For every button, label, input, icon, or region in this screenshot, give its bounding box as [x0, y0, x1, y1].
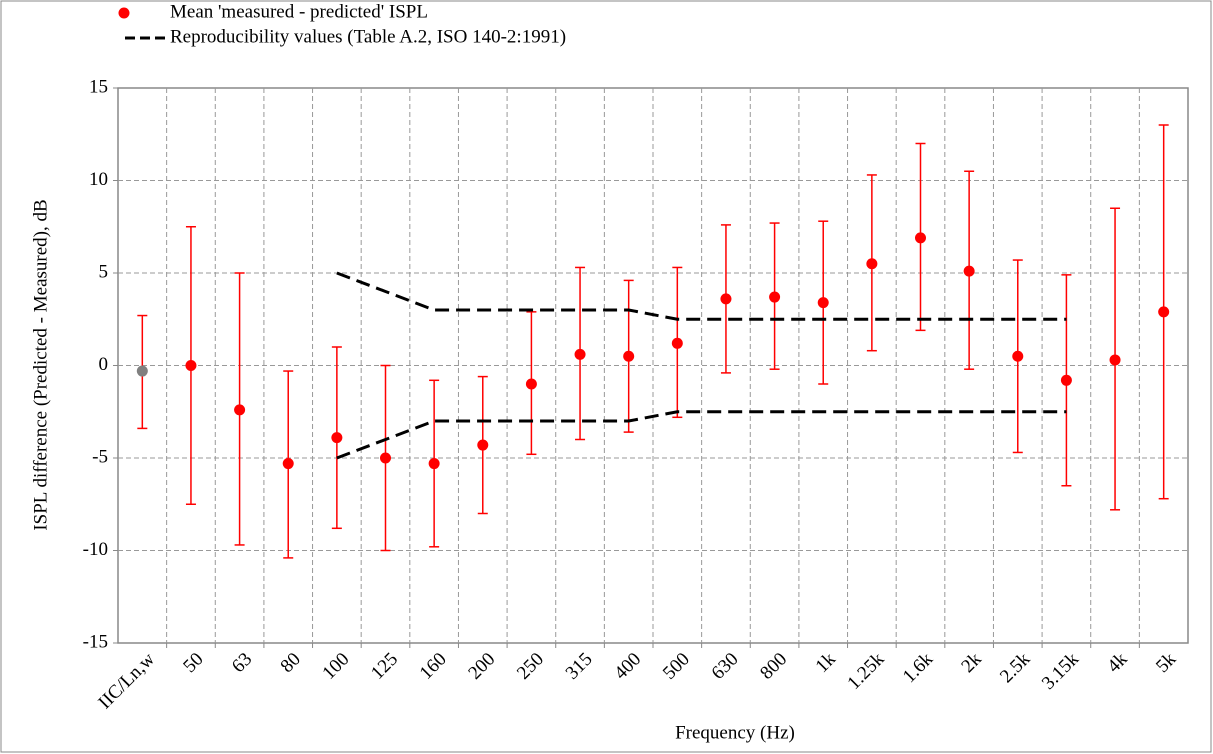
- error-bar: [380, 364, 391, 552]
- error-bar: [671, 266, 683, 419]
- y-tick-label: 5: [99, 261, 109, 282]
- mean-point: [1060, 374, 1072, 386]
- error-bar: [915, 142, 926, 332]
- error-bar: [185, 226, 197, 505]
- mean-point: [525, 378, 537, 390]
- error-bar: [574, 266, 586, 441]
- mean-point: [380, 452, 391, 464]
- y-tick-label: 15: [89, 76, 108, 97]
- y-tick-label: 0: [99, 354, 109, 375]
- error-bar: [866, 174, 878, 352]
- legend-swatch: [118, 7, 130, 19]
- y-tick-label: 10: [89, 169, 108, 190]
- error-bar: [769, 222, 781, 370]
- y-tick-label: -15: [83, 631, 108, 652]
- mean-point: [574, 348, 586, 360]
- y-tick-label: -5: [92, 446, 108, 467]
- error-bar: [1060, 274, 1072, 487]
- y-tick-label: -10: [83, 539, 108, 560]
- mean-point: [671, 337, 683, 349]
- legend-label: Reproducibility values (Table A.2, ISO 1…: [170, 26, 566, 47]
- x-axis-label: Frequency (Hz): [675, 722, 795, 743]
- mean-point: [963, 265, 975, 277]
- error-bar: [525, 311, 537, 456]
- error-bar: [1012, 259, 1024, 454]
- mean-point: [234, 404, 246, 416]
- error-bar: [1109, 207, 1121, 511]
- error-bar: [720, 224, 732, 374]
- mean-point: [817, 297, 829, 309]
- reproducibility-line: [336, 271, 1067, 321]
- mean-point: [915, 232, 926, 244]
- y-axis-label: ISPL difference (Predicted - Measured), …: [30, 199, 51, 530]
- mean-point: [866, 258, 878, 270]
- error-bar: [234, 272, 246, 546]
- mean-point: [623, 350, 635, 362]
- error-bar: [963, 170, 975, 370]
- mean-point: [185, 360, 197, 371]
- error-bar: [623, 279, 635, 433]
- mean-point: [720, 293, 732, 305]
- error-bar: [477, 375, 489, 515]
- error-bar: [1158, 124, 1170, 500]
- error-bar: [817, 220, 829, 385]
- mean-point: [331, 432, 343, 444]
- error-bar: [282, 370, 294, 559]
- mean-point: [136, 365, 148, 377]
- mean-point: [1109, 354, 1121, 366]
- legend-label: Mean 'measured - predicted' ISPL: [170, 1, 428, 22]
- mean-point: [1158, 306, 1170, 318]
- mean-point: [428, 458, 440, 470]
- reproducibility-line: [336, 410, 1067, 460]
- mean-point: [477, 439, 489, 451]
- error-bar: [428, 379, 440, 548]
- error-bar: [331, 346, 343, 530]
- mean-point: [1012, 350, 1024, 362]
- mean-point: [769, 291, 781, 303]
- error-bar: [136, 314, 148, 430]
- mean-point: [282, 458, 294, 470]
